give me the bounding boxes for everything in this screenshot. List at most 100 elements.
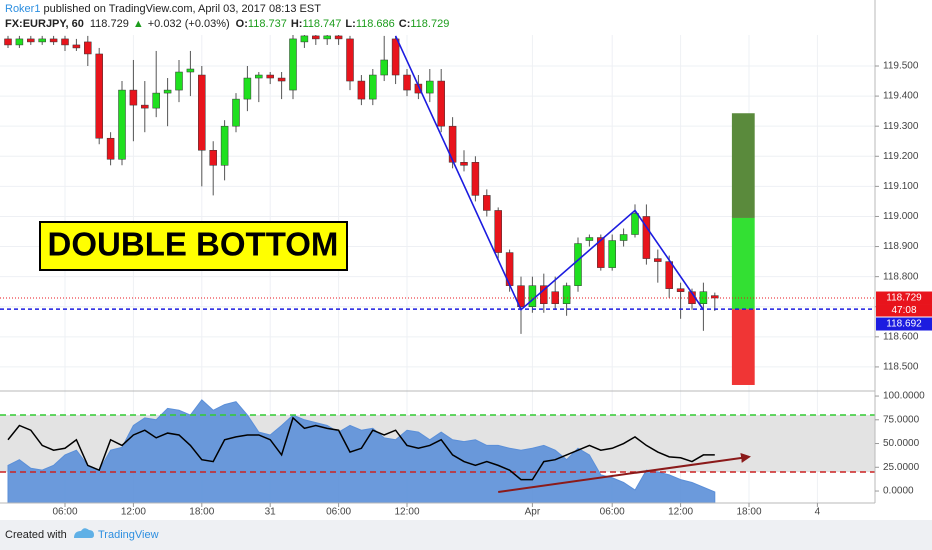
- y-tick-label: 119.200: [883, 151, 919, 162]
- candle-body: [27, 38, 35, 43]
- y-tick-label: 50.0000: [883, 438, 920, 449]
- countdown-label: 47:08: [891, 305, 916, 316]
- candle-body: [300, 35, 309, 43]
- low-value: 118.686: [356, 18, 395, 30]
- candle-body: [403, 74, 411, 91]
- candle-body: [129, 89, 138, 106]
- y-tick-label: 119.000: [883, 211, 919, 222]
- candle-body: [391, 38, 400, 76]
- footer-brand[interactable]: TradingView: [98, 529, 159, 541]
- candle-body: [323, 35, 331, 40]
- candle-body: [380, 59, 388, 76]
- y-tick-label: 25.0000: [883, 462, 920, 473]
- high-value: 118.747: [302, 18, 341, 30]
- y-tick-label: 119.300: [883, 121, 919, 132]
- candle-body: [84, 41, 92, 55]
- candle-body: [289, 38, 297, 91]
- y-tick-label: 119.100: [883, 181, 919, 192]
- candle-body: [346, 38, 354, 82]
- candle-body: [15, 38, 24, 46]
- oscillator-pane: [0, 399, 875, 503]
- level-tag: [876, 317, 932, 331]
- candle-body: [141, 104, 149, 109]
- publish-info: published on TradingView.com, April 03, …: [40, 3, 321, 15]
- x-tick-label: 06:00: [600, 507, 625, 518]
- x-tick-label: 06:00: [326, 507, 351, 518]
- y-tick-label: 100.0000: [883, 391, 925, 402]
- candle-body: [95, 53, 103, 139]
- close-label: C:: [399, 18, 411, 30]
- candle-body: [334, 35, 343, 40]
- publish-line: Roker1 published on TradingView.com, Apr…: [5, 3, 321, 15]
- position-target: [731, 113, 755, 218]
- open-value: 118.737: [248, 18, 287, 30]
- level-label: 118.692: [886, 319, 922, 330]
- candle-body: [255, 74, 263, 79]
- close-value: 118.729: [410, 18, 449, 30]
- annotation-text: DOUBLE BOTTOM: [48, 226, 339, 263]
- candle-body: [266, 74, 274, 79]
- x-tick-label: 18:00: [736, 507, 761, 518]
- candle-body: [175, 71, 183, 91]
- direction: ▲: [133, 18, 144, 30]
- candle-body: [243, 77, 252, 100]
- candle-body: [562, 285, 571, 304]
- x-tick-label: 12:00: [121, 507, 146, 518]
- countdown-tag: [876, 304, 932, 317]
- annotation-background: [39, 221, 348, 271]
- x-tick-label: 18:00: [189, 507, 214, 518]
- candle-body: [437, 80, 445, 127]
- candle-body: [277, 77, 286, 82]
- pattern-line: [394, 35, 705, 312]
- footer: [0, 520, 932, 550]
- last-price-tag: [876, 291, 932, 305]
- candle-body: [49, 38, 58, 43]
- candle-body: [597, 237, 605, 268]
- candle-body: [186, 68, 195, 73]
- x-tick-label: 12:00: [394, 507, 419, 518]
- candle-body: [72, 44, 81, 49]
- position-profit: [731, 217, 755, 310]
- candle-body: [665, 261, 673, 289]
- position-stop: [731, 309, 755, 385]
- candle-body: [471, 162, 480, 196]
- low-label: L:: [345, 18, 355, 30]
- y-tick-label: 119.500: [883, 61, 919, 72]
- x-tick-label: 31: [265, 507, 277, 518]
- trend-arrow: [498, 452, 751, 493]
- candle-body: [312, 35, 320, 40]
- x-tick-label: 06:00: [52, 507, 77, 518]
- candle-body: [494, 210, 502, 253]
- y-tick-label: 118.900: [883, 241, 919, 252]
- candle-body: [61, 38, 69, 46]
- y-tick-label: 0.0000: [883, 486, 914, 497]
- candle-body: [357, 80, 366, 100]
- price-pane: [0, 35, 875, 385]
- candle-body: [426, 80, 434, 94]
- y-tick-label: 118.600: [883, 331, 919, 342]
- candle-body: [540, 285, 548, 304]
- candle-body: [369, 74, 377, 100]
- candle-body: [209, 150, 217, 166]
- y-tick-label: 118.800: [883, 271, 919, 282]
- candle-body: [152, 92, 160, 109]
- candle-body: [163, 89, 172, 94]
- candle-body: [483, 195, 491, 211]
- candle-body: [574, 243, 582, 286]
- y-tick-label: 119.400: [883, 91, 919, 102]
- x-tick-label: 12:00: [668, 507, 693, 518]
- brand-logo: [74, 528, 94, 538]
- candle-body: [631, 213, 639, 235]
- x-tick-label: 4: [815, 507, 821, 518]
- candle-body: [220, 125, 229, 166]
- x-tick-label: Apr: [525, 507, 541, 518]
- area: [7, 399, 716, 503]
- last-price: 118.729: [90, 18, 129, 30]
- candle-body: [38, 38, 46, 43]
- candle-body: [608, 240, 616, 268]
- author[interactable]: Roker1: [5, 3, 40, 15]
- line: [7, 416, 715, 481]
- axes: 118.500118.600118.700118.800118.900119.0…: [52, 61, 932, 518]
- annotation-box: DOUBLE BOTTOM: [39, 221, 348, 271]
